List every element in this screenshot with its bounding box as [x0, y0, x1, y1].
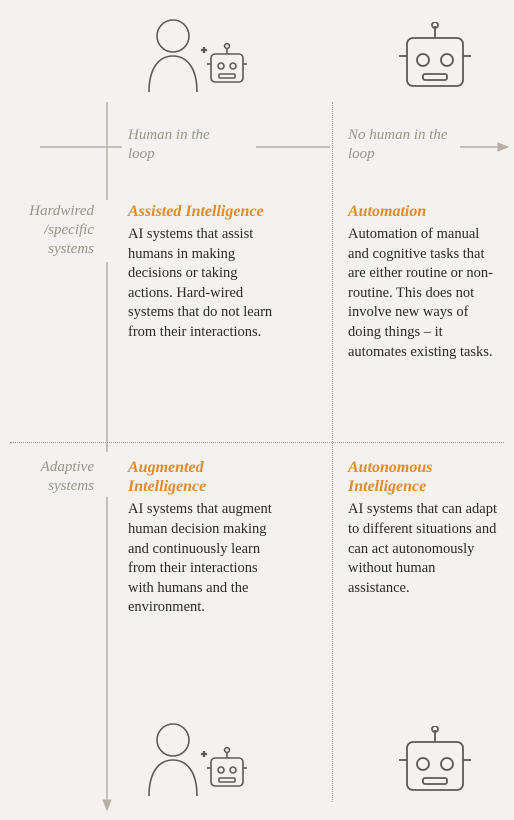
quadrant-title: Autonomous Intelligence — [348, 458, 498, 496]
quadrant-augmented: Augmented Intelligence AI systems that a… — [128, 458, 278, 618]
human-plus-robot-icon — [145, 14, 255, 94]
quadrant-body: AI systems that can adapt to different s… — [348, 500, 498, 598]
column-label-right: No human in the loop — [348, 126, 458, 164]
vertical-axis-arrow — [100, 102, 114, 812]
quadrant-body: AI systems that augment human decision m… — [128, 500, 278, 617]
column-label-left: Human in the loop — [128, 126, 238, 164]
row-label-top: Hardwired /specific systems — [14, 202, 94, 258]
horizontal-divider — [10, 442, 504, 443]
quadrant-title: Augmented Intelligence — [128, 458, 278, 496]
human-plus-robot-icon — [145, 718, 255, 798]
quadrant-automation: Automation Automation of manual and cogn… — [348, 202, 498, 362]
quadrant-body: AI systems that assist humans in making … — [128, 225, 278, 342]
quadrant-assisted: Assisted Intelligence AI systems that as… — [128, 202, 278, 343]
quadrant-title: Assisted Intelligence — [128, 202, 278, 221]
vertical-divider — [332, 102, 333, 802]
robot-icon — [395, 726, 475, 798]
robot-icon — [395, 22, 475, 94]
quadrant-title: Automation — [348, 202, 498, 221]
diagram-container: Human in the loop No human in the loop H… — [0, 0, 514, 820]
quadrant-body: Automation of manual and cognitive tasks… — [348, 225, 498, 362]
quadrant-autonomous: Autonomous Intelligence AI systems that … — [348, 458, 498, 598]
row-label-bottom: Adaptive systems — [14, 458, 94, 496]
